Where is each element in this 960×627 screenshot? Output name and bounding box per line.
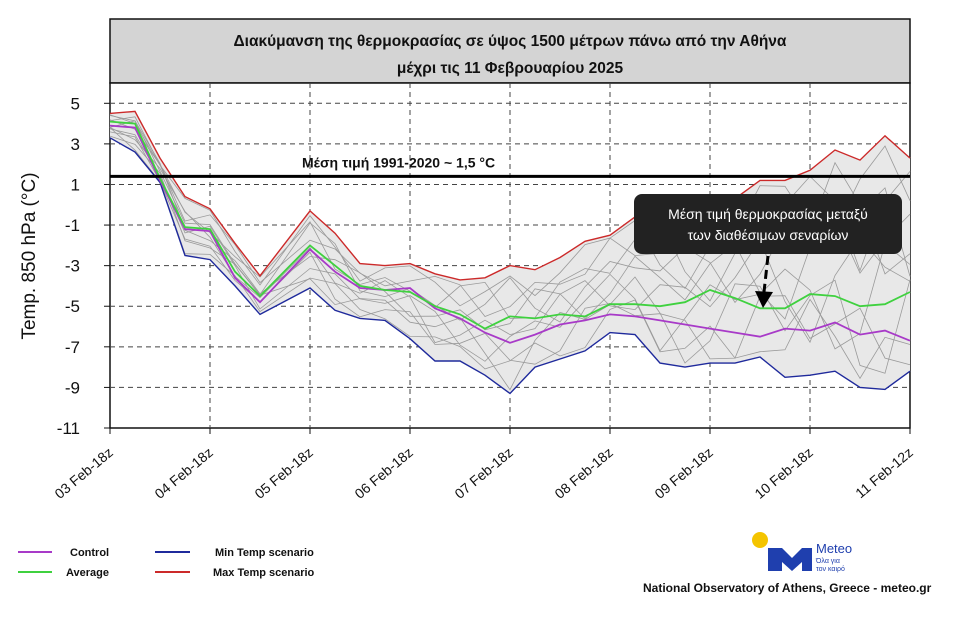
y-axis-label: Temp. 850 hPa (°C) [19, 172, 40, 339]
x-tick-label: 03 Feb-18z [51, 444, 116, 502]
x-tick-label: 10 Feb-18z [751, 444, 816, 502]
y-tick-label: -9 [65, 378, 80, 397]
title-box [109, 18, 911, 84]
ensemble-member-line [109, 128, 911, 362]
series-line-control [109, 124, 911, 344]
series-line-min-temp-scenario [109, 137, 911, 395]
y-tick-label: 3 [71, 135, 80, 154]
x-tick-label: 07 Feb-18z [451, 444, 516, 502]
y-axis-ticks: 5 3 1 -1 -3 -5 -7 -9 -11 [57, 94, 110, 438]
series-line-average [109, 120, 911, 330]
annotation-arrow-shaft [762, 255, 770, 293]
y-tick-label: 1 [71, 175, 80, 194]
legend-min-label: Min Temp scenario [215, 547, 314, 559]
scenario-range-band [110, 111, 910, 394]
y-tick-label: -11 [57, 419, 80, 438]
ensemble-member-line [109, 127, 911, 344]
logo-tagline-2: τον καιρό [816, 565, 845, 573]
legend-max-label: Max Temp scenario [213, 567, 315, 579]
annotation-text-line1: Μέση τιμή θερμοκρασίας μεταξύ [668, 206, 868, 222]
series-line-max-temp-scenario [109, 110, 911, 281]
y-tick-label: -1 [65, 216, 80, 235]
meteo-logo: Meteo Όλα για τον καιρό [752, 532, 852, 573]
ensemble-member-line [109, 114, 911, 307]
x-tick-label: 11 Feb-12z [852, 444, 916, 501]
ensemble-member-line [109, 120, 911, 331]
x-axis-ticks: 03 Feb-18z 04 Feb-18z 05 Feb-18z 06 Feb-18z… [51, 428, 916, 502]
x-tick-label: 09 Feb-18z [651, 444, 716, 502]
annotation-text-line2: των διαθέσιμων σεναρίων [688, 227, 849, 243]
logo-sun-icon [752, 532, 768, 548]
y-tick-label: -7 [65, 338, 80, 357]
reference-line-label: Μέση τιμή 1991-2020 ~ 1,5 °C [302, 154, 495, 170]
x-tick-label: 04 Feb-18z [151, 444, 216, 502]
x-tick-label: 08 Feb-18z [551, 444, 616, 502]
x-tick-label: 06 Feb-18z [351, 444, 416, 502]
series-lines [109, 110, 911, 395]
legend-average-label: Average [66, 567, 109, 579]
chart-title-line1: Διακύμανση της θερμοκρασίας σε ύψος 1500… [234, 33, 787, 50]
annotation-box [634, 194, 902, 254]
legend: Control Average Min Temp scenario Max Te… [18, 547, 315, 579]
legend-control-label: Control [70, 547, 109, 559]
logo-m-icon [768, 548, 812, 571]
footer-credit: National Observatory of Athens, Greece -… [643, 581, 932, 595]
annotation-arrow-head [755, 291, 773, 308]
chart-title-line2: μέχρι τις 11 Φεβρουαρίου 2025 [397, 60, 624, 77]
y-tick-label: -5 [65, 297, 80, 316]
y-tick-label: -3 [65, 257, 80, 276]
ensemble-member-line [109, 127, 911, 366]
logo-name: Meteo [816, 541, 852, 556]
x-tick-label: 05 Feb-18z [251, 444, 316, 502]
y-tick-label: 5 [71, 94, 80, 113]
logo-tagline-1: Όλα για [815, 558, 840, 565]
